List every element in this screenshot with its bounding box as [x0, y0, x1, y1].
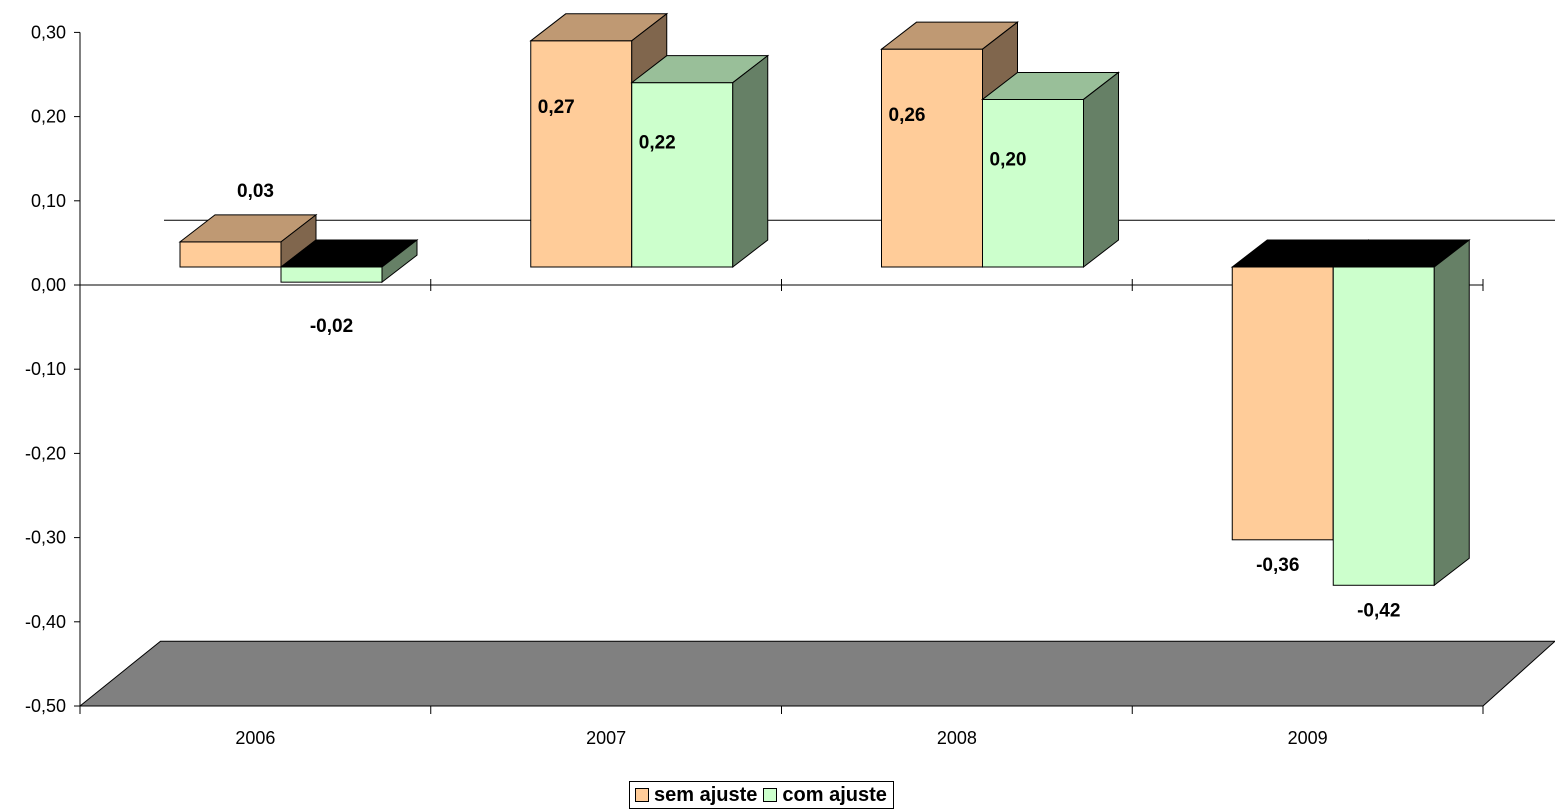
bar-side	[1083, 71, 1119, 269]
data-label: -0,42	[1357, 600, 1400, 621]
y-tick-label: 0,30	[31, 22, 66, 42]
data-label: 0,26	[889, 105, 926, 126]
y-tick-label: -0,50	[25, 696, 66, 716]
bar-front	[982, 98, 1084, 268]
y-tick-label: -0,40	[25, 612, 66, 632]
bar-front	[1332, 266, 1435, 586]
legend-label-com-ajuste: com ajuste	[782, 783, 887, 806]
legend-item-com-ajuste: com ajuste	[763, 783, 887, 807]
y-tick-label: -0,10	[25, 359, 66, 379]
data-label: 0,27	[538, 97, 575, 118]
chart-axes: 0,30 0,20 0,10 0,00 -0,10 -0,20 -0,30 -0,40 -0,5…	[25, 22, 1555, 748]
data-label: -0,02	[310, 316, 353, 337]
legend: sem ajuste com ajuste	[629, 781, 894, 809]
legend-swatch-sem-ajuste	[635, 788, 649, 802]
bar	[630, 54, 770, 269]
bar	[981, 71, 1120, 269]
y-tick-label: 0,20	[31, 107, 66, 127]
y-tick-label: -0,20	[25, 443, 66, 463]
chart-floor-layer	[78, 640, 1555, 707]
chart-bars	[178, 12, 1471, 587]
y-tick-label: 0,10	[31, 191, 66, 211]
chart-labels: 0,03 -0,02 0,27 0,22 0,26 0,20 -0,36 -0,42	[237, 97, 1400, 621]
x-tick-label: 2009	[1288, 728, 1328, 748]
bar-front	[280, 266, 383, 283]
x-tick-label: 2007	[586, 728, 626, 748]
bar-front	[881, 48, 983, 268]
legend-swatch-com-ajuste	[763, 788, 778, 802]
data-label: 0,22	[639, 133, 676, 154]
y-tick-label: -0,30	[25, 528, 66, 548]
data-label: 0,20	[990, 149, 1027, 170]
y-tick-label: 0,00	[31, 275, 66, 295]
data-label: -0,36	[1256, 555, 1299, 576]
legend-item-sem-ajuste: sem ajuste	[635, 784, 757, 807]
bar-front	[179, 241, 282, 268]
chart-floor	[78, 640, 1555, 707]
bar	[178, 213, 318, 269]
bar-side	[732, 54, 769, 269]
bar-side	[1433, 238, 1470, 587]
bar	[279, 238, 419, 284]
bar-chart: 0,30 0,20 0,10 0,00 -0,10 -0,20 -0,30 -0,40 -0,5…	[25, 12, 1555, 748]
x-tick-label: 2006	[235, 728, 275, 748]
bar-front	[530, 40, 633, 268]
bar-front	[631, 82, 734, 268]
data-label: 0,03	[237, 181, 274, 202]
x-tick-label: 2008	[937, 728, 977, 748]
bar	[1331, 238, 1471, 587]
legend-label-sem-ajuste: sem ajuste	[654, 783, 758, 806]
bar-front	[1231, 266, 1334, 541]
bar-side	[381, 238, 418, 284]
